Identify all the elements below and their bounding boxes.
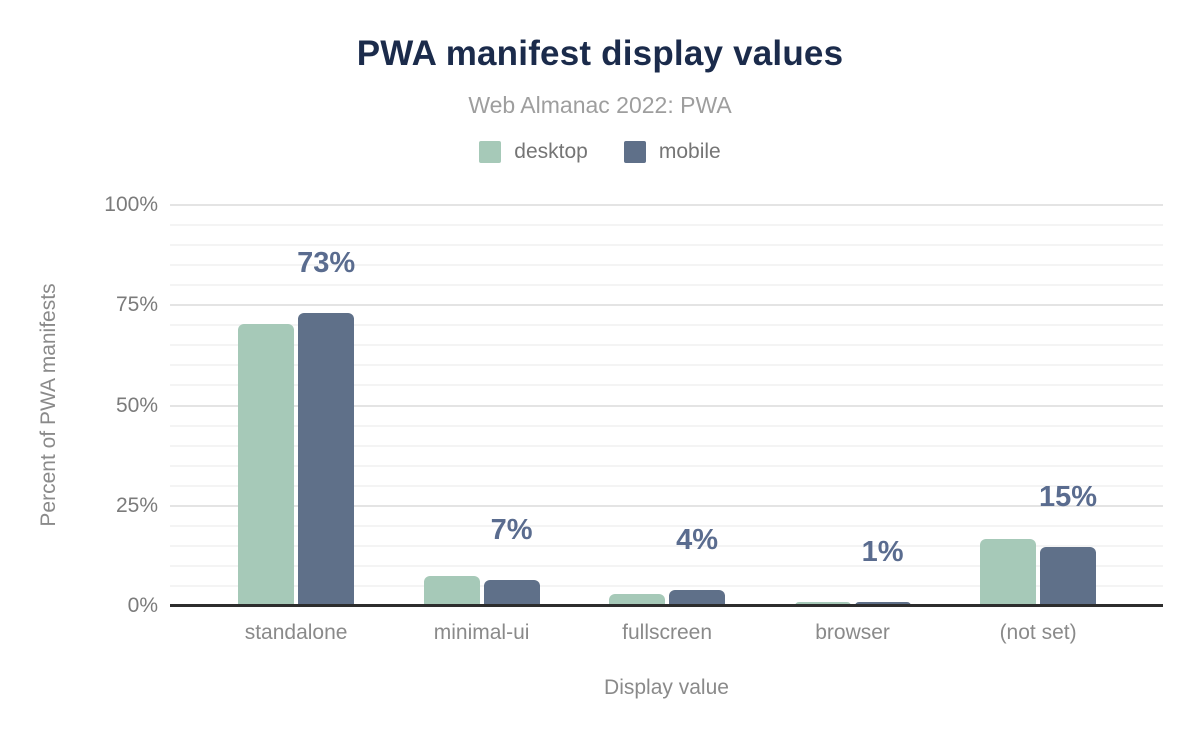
legend-item-mobile[interactable]: mobile	[623, 140, 721, 164]
legend-label: mobile	[658, 140, 721, 163]
category-label-minimal-ui: minimal-ui	[433, 621, 530, 644]
data-label-browser: 1%	[861, 535, 904, 568]
major-gridline-25	[170, 504, 1163, 507]
minor-gridline-70	[170, 324, 1163, 327]
minor-gridline-85	[170, 264, 1163, 267]
minor-gridline-30	[170, 484, 1163, 487]
minor-gridline-55	[170, 384, 1163, 387]
chart-subtitle: Web Almanac 2022: PWA	[468, 92, 732, 118]
major-gridline-50	[170, 404, 1163, 407]
minor-gridline-5	[170, 584, 1163, 587]
bar-mobile-browser[interactable]	[854, 601, 911, 606]
bar-desktop-minimal-ui[interactable]	[423, 575, 480, 606]
minor-gridline-10	[170, 564, 1163, 567]
major-gridline-100	[170, 204, 1163, 206]
bar-mobile-minimal-ui[interactable]	[483, 579, 540, 606]
bar-mobile-notset[interactable]	[1040, 547, 1097, 606]
y-tick-label-100: 100%	[104, 193, 158, 216]
major-gridline-75	[170, 304, 1163, 307]
bar-desktop-browser[interactable]	[794, 601, 851, 606]
y-tick-label-75: 75%	[115, 293, 158, 317]
minor-gridline-60	[170, 364, 1163, 367]
bar-desktop-notset[interactable]	[980, 539, 1037, 606]
data-label-standalone: 73%	[297, 247, 356, 280]
minor-gridline-90	[170, 244, 1163, 247]
data-label-minimal-ui: 7%	[490, 513, 533, 546]
legend: desktop mobile	[0, 140, 1200, 164]
bar-mobile-standalone[interactable]	[298, 313, 355, 606]
legend-item-desktop[interactable]: desktop	[479, 140, 588, 164]
bar-desktop-fullscreen[interactable]	[609, 594, 666, 606]
minor-gridline-35	[170, 464, 1163, 467]
legend-label: desktop	[514, 140, 588, 163]
minor-gridline-80	[170, 284, 1163, 287]
bar-desktop-standalone[interactable]	[238, 323, 295, 606]
data-label-fullscreen: 4%	[676, 524, 719, 557]
bar-mobile-fullscreen[interactable]	[669, 590, 726, 606]
minor-gridline-95	[170, 224, 1163, 227]
y-tick-label-25: 25%	[115, 493, 158, 517]
category-label-standalone: standalone	[244, 621, 348, 644]
data-label-notset: 15%	[1039, 481, 1098, 514]
y-tick-label-50: 50%	[115, 393, 158, 417]
category-label-fullscreen: fullscreen	[622, 621, 713, 644]
legend-swatch-desktop	[479, 141, 502, 163]
category-label-browser: browser	[815, 621, 890, 644]
minor-gridline-65	[170, 344, 1163, 347]
x-axis-title: Display value	[604, 676, 729, 699]
minor-gridline-40	[170, 444, 1163, 447]
legend-swatch-mobile	[623, 141, 646, 163]
y-tick-label-0: 0%	[127, 594, 158, 617]
minor-gridline-45	[170, 424, 1163, 427]
chart-title: PWA manifest display values	[356, 34, 844, 73]
minor-gridline-15	[170, 544, 1163, 547]
x-axis-line	[170, 604, 1163, 607]
plot-area: 73% 7% 4% 1% 15%	[170, 204, 1163, 607]
category-label-notset: (not set)	[999, 621, 1077, 644]
minor-gridline-20	[170, 524, 1163, 527]
